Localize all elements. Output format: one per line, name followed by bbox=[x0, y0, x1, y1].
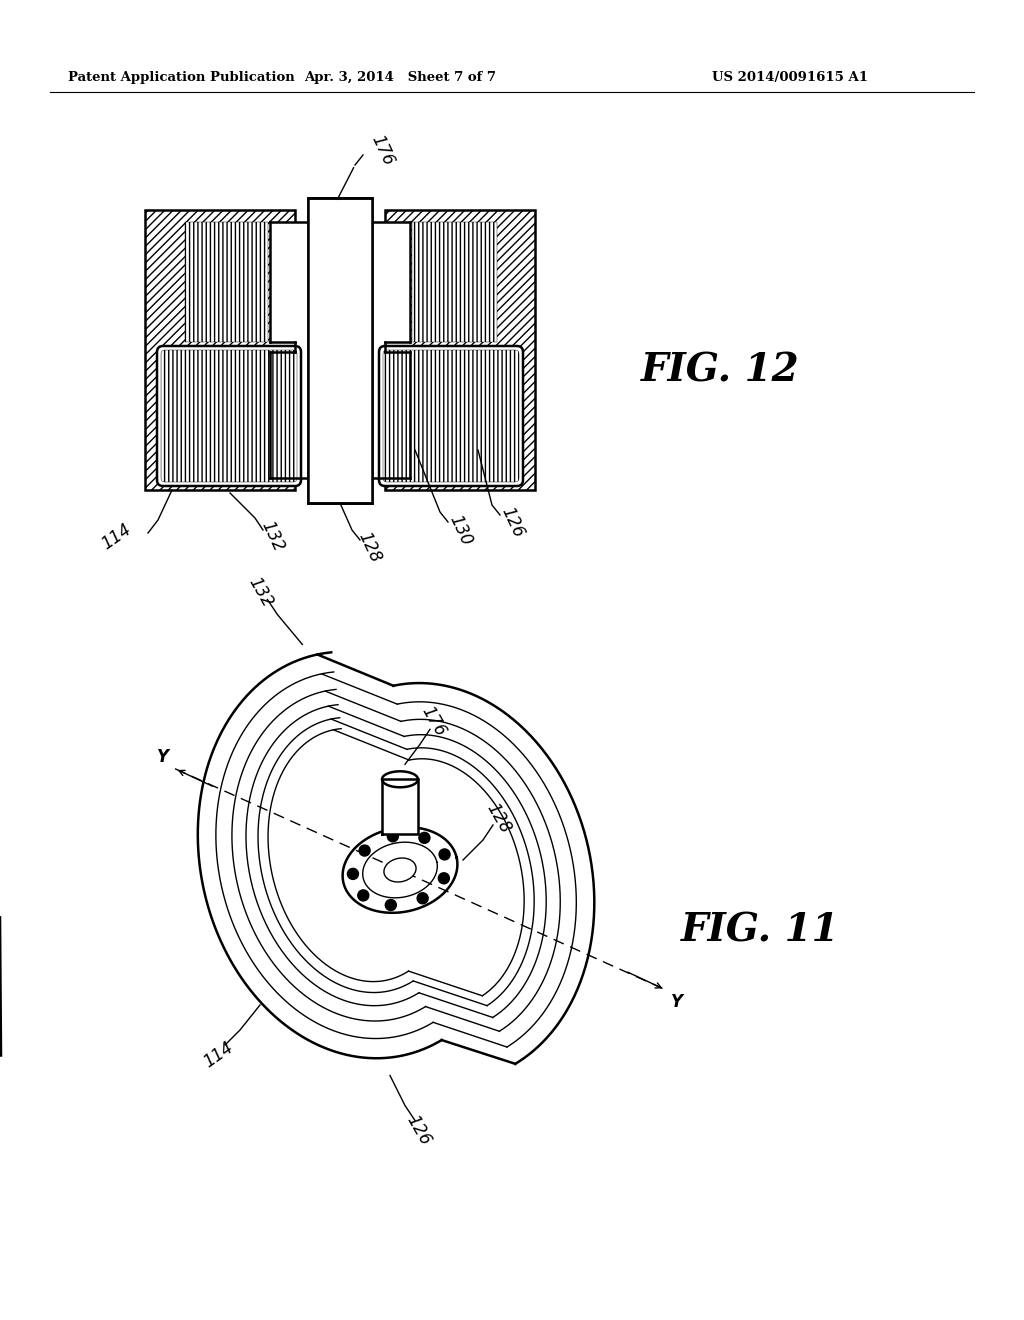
Bar bbox=[308, 222, 410, 478]
Circle shape bbox=[385, 899, 396, 911]
Circle shape bbox=[417, 892, 428, 904]
Bar bbox=[308, 222, 372, 478]
Circle shape bbox=[357, 890, 369, 902]
Text: 126: 126 bbox=[402, 1113, 434, 1148]
Text: FIG. 12: FIG. 12 bbox=[641, 351, 800, 389]
Circle shape bbox=[439, 849, 451, 859]
Bar bbox=[308, 198, 372, 503]
Text: 114: 114 bbox=[200, 1039, 237, 1072]
FancyBboxPatch shape bbox=[379, 346, 523, 486]
Text: 130: 130 bbox=[446, 512, 476, 548]
Text: Y: Y bbox=[157, 747, 169, 766]
Circle shape bbox=[438, 873, 450, 884]
Circle shape bbox=[419, 833, 430, 843]
Circle shape bbox=[347, 869, 358, 879]
Text: 114: 114 bbox=[98, 520, 135, 553]
Text: 128: 128 bbox=[482, 800, 514, 837]
Text: 126: 126 bbox=[498, 504, 527, 540]
Bar bbox=[385, 210, 535, 490]
Ellipse shape bbox=[384, 858, 416, 882]
Bar bbox=[412, 222, 497, 342]
Bar bbox=[145, 210, 295, 490]
Bar bbox=[145, 210, 295, 490]
Bar bbox=[308, 198, 372, 503]
Text: 132: 132 bbox=[245, 574, 276, 611]
Text: Patent Application Publication: Patent Application Publication bbox=[68, 71, 295, 84]
Bar bbox=[385, 210, 535, 490]
Text: FIG. 11: FIG. 11 bbox=[681, 911, 840, 949]
Bar bbox=[185, 222, 268, 342]
Polygon shape bbox=[382, 779, 418, 834]
Text: 132: 132 bbox=[258, 517, 288, 554]
Text: 176: 176 bbox=[368, 132, 397, 168]
Text: US 2014/0091615 A1: US 2014/0091615 A1 bbox=[712, 71, 868, 84]
Bar bbox=[270, 222, 372, 478]
Bar bbox=[185, 222, 268, 342]
Text: Y: Y bbox=[671, 993, 683, 1011]
FancyBboxPatch shape bbox=[157, 346, 301, 486]
Text: 176: 176 bbox=[417, 704, 449, 739]
Circle shape bbox=[359, 845, 370, 857]
Bar bbox=[412, 222, 497, 342]
Text: 128: 128 bbox=[355, 529, 385, 565]
Circle shape bbox=[387, 830, 398, 842]
Text: Apr. 3, 2014   Sheet 7 of 7: Apr. 3, 2014 Sheet 7 of 7 bbox=[304, 71, 496, 84]
